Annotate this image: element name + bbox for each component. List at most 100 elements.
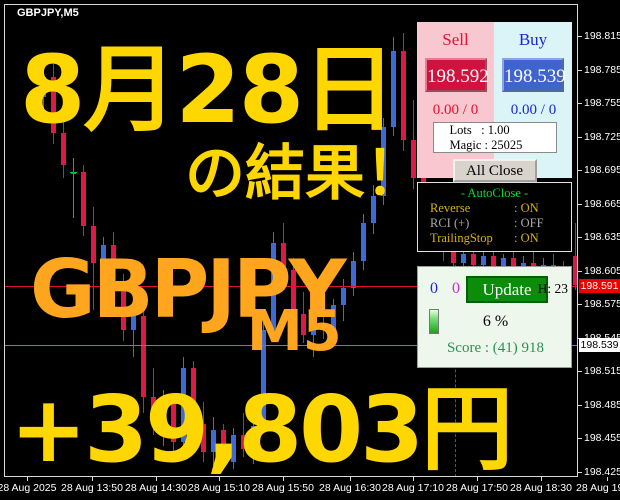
candle-body <box>381 127 386 196</box>
candle-body <box>51 77 56 133</box>
sell-stats: 0.00 / 0 <box>432 102 479 118</box>
time-axis-label: 28 Aug 2025 <box>0 482 57 494</box>
autoclose-row-value: : OFF <box>514 216 544 230</box>
price-axis-label: 198.695 <box>584 164 620 176</box>
candle-wick <box>103 237 104 293</box>
price-axis-label: 198.635 <box>584 231 620 243</box>
time-axis-label: 28 Aug 16:30 <box>319 482 381 494</box>
autoclose-row: Reverse: ON <box>418 201 571 216</box>
time-axis-label: 28 Aug 17:50 <box>446 482 508 494</box>
autoclose-row-value: : ON <box>514 231 539 245</box>
buy-count: 0 <box>452 280 460 297</box>
price-axis-label: 198.515 <box>584 365 620 377</box>
candle-body <box>181 368 186 442</box>
update-panel: 0 0 Update H: 23 6 % Score : (41) 918 <box>417 266 572 368</box>
time-axis-label: 28 Aug 14:30 <box>125 482 187 494</box>
price-tick <box>578 472 582 473</box>
autoclose-row-label: TrailingStop <box>430 231 493 245</box>
buy-price-button[interactable]: 198.539 <box>502 58 566 92</box>
overlay-pair-text: GBPJPY <box>30 243 347 336</box>
autoclose-panel: - AutoClose - Reverse: ON RCI (+): OFF Tra… <box>417 182 572 252</box>
price-tick <box>578 170 582 171</box>
candle-body <box>121 290 126 330</box>
all-close-button[interactable]: All Close <box>452 159 537 182</box>
bid-price-tag: 198.591 <box>579 279 620 293</box>
lots-line: Lots : 1.00 <box>449 123 510 137</box>
price-axis-label: 198.605 <box>584 265 620 277</box>
candle-body <box>491 256 496 267</box>
buy-stats: 0.00 / 0 <box>510 102 557 118</box>
candle-body <box>461 254 466 263</box>
symbol-label: GBPJPY,M5 <box>17 7 79 19</box>
sell-price-button[interactable]: 198.592 <box>425 58 489 92</box>
ask-price-tag: 198.539 <box>579 338 620 352</box>
candle-body <box>231 435 236 462</box>
price-tick <box>578 36 582 37</box>
candle-body <box>241 435 246 449</box>
candle-body <box>511 258 516 270</box>
candle-body <box>221 430 226 462</box>
autoclose-row: TrailingStop : ON <box>418 231 571 246</box>
candle-body <box>331 305 336 330</box>
chart-frame <box>4 4 578 477</box>
candle-body <box>171 402 176 442</box>
candle-body <box>351 261 356 288</box>
price-axis-label: 198.425 <box>584 466 620 478</box>
price-tick <box>578 371 582 372</box>
price-axis-label: 198.785 <box>584 64 620 76</box>
candle-body <box>71 172 76 174</box>
candle-body <box>451 250 456 263</box>
price-tick <box>578 304 582 305</box>
sell-count: 0 <box>430 280 438 297</box>
price-tick <box>578 237 582 238</box>
candle-body <box>91 226 96 263</box>
overlay-timeframe-text: M5 <box>247 299 342 364</box>
overlay-date-text: 8月28日 <box>20 36 396 145</box>
candle-body <box>391 51 396 127</box>
candle-body <box>111 245 116 290</box>
candle-body <box>401 51 406 140</box>
candle-body <box>481 256 486 265</box>
doji-open-tick <box>70 172 77 173</box>
time-axis-label: 28 Aug 17:10 <box>382 482 444 494</box>
candle-body <box>371 196 376 223</box>
time-tick <box>156 477 157 481</box>
candle-body <box>361 223 366 261</box>
price-axis-label: 198.815 <box>584 30 620 42</box>
price-axis-label: 198.725 <box>584 131 620 143</box>
chart-canvas[interactable] <box>5 5 578 477</box>
time-tick <box>283 477 284 481</box>
price-tick <box>578 271 582 272</box>
time-tick <box>350 477 351 481</box>
candle-body <box>321 326 326 330</box>
candle-wick <box>73 158 74 218</box>
price-axis-label: 198.485 <box>584 399 620 411</box>
price-tick <box>578 103 582 104</box>
candle-body <box>281 243 286 270</box>
candle-body <box>251 426 256 449</box>
price-axis-label: 198.575 <box>584 298 620 310</box>
price-tick <box>578 70 582 71</box>
time-tick <box>413 477 414 481</box>
candle-body <box>151 397 156 424</box>
lots-magic-box: Lots : 1.00 Magic : 25025 <box>432 122 557 153</box>
overlay-profit-text: +39,803円 <box>10 376 513 483</box>
candle-body <box>411 140 416 178</box>
buy-label: Buy <box>518 30 548 49</box>
magic-line: Magic : 25025 <box>449 138 523 152</box>
progress-bar <box>429 309 439 334</box>
update-button[interactable]: Update <box>466 276 548 303</box>
candle-body <box>201 424 206 452</box>
sell-label: Sell <box>442 30 469 49</box>
candle-wick <box>323 308 324 339</box>
time-axis-label: 28 Aug 13:50 <box>61 482 123 494</box>
percent-label: 6 % <box>482 313 509 330</box>
time-axis-label: 28 Aug 15:10 <box>188 482 250 494</box>
price-axis-label: 198.665 <box>584 198 620 210</box>
ask-line <box>5 345 578 346</box>
autoclose-row: RCI (+): OFF <box>418 216 571 231</box>
price-axis-label: 198.455 <box>584 432 620 444</box>
price-tick <box>578 438 582 439</box>
buy-section: Buy <box>494 22 572 178</box>
